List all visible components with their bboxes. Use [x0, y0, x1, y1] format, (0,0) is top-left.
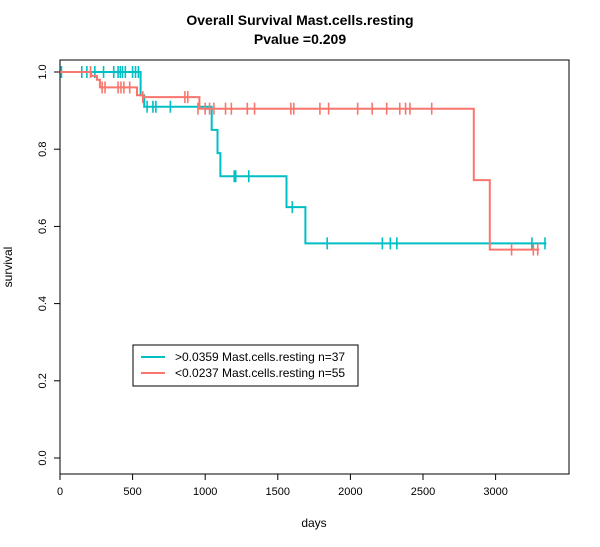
plot-frame [59, 59, 570, 475]
chart-title: Overall Survival Mast.cells.resting [186, 12, 413, 28]
legend-label-high: >0.0359 Mast.cells.resting n=37 [175, 350, 345, 364]
x-tick-label: 3000 [483, 486, 507, 498]
legend-label-low: <0.0237 Mast.cells.resting n=55 [175, 366, 345, 380]
y-axis-label: survival [1, 247, 15, 288]
y-tick-label: 0.6 [37, 219, 49, 234]
x-tick-label: 1500 [266, 486, 290, 498]
survival-curve-low [60, 71, 540, 251]
x-tick-label: 1000 [193, 486, 217, 498]
legend: >0.0359 Mast.cells.resting n=37 <0.0237 … [132, 344, 359, 387]
y-axis: 0.0 0.2 0.4 0.6 0.8 1.0 [37, 64, 60, 466]
y-tick-label: 1.0 [37, 64, 49, 79]
x-tick-label: 500 [123, 486, 141, 498]
x-axis: 0 500 1000 1500 2000 2500 3000 [57, 473, 508, 498]
legend-box [132, 344, 359, 387]
x-axis-label: days [301, 516, 326, 530]
y-tick-label: 0.4 [37, 296, 49, 311]
x-tick-label: 0 [57, 486, 63, 498]
x-tick-label: 2000 [338, 486, 362, 498]
x-tick-label: 2500 [411, 486, 435, 498]
series-low [60, 66, 540, 256]
y-tick-label: 0.0 [37, 450, 49, 465]
y-tick-label: 0.8 [37, 142, 49, 157]
chart-subtitle: Pvalue =0.209 [254, 31, 346, 47]
series-layer [60, 66, 547, 256]
y-tick-label: 0.2 [37, 373, 49, 388]
